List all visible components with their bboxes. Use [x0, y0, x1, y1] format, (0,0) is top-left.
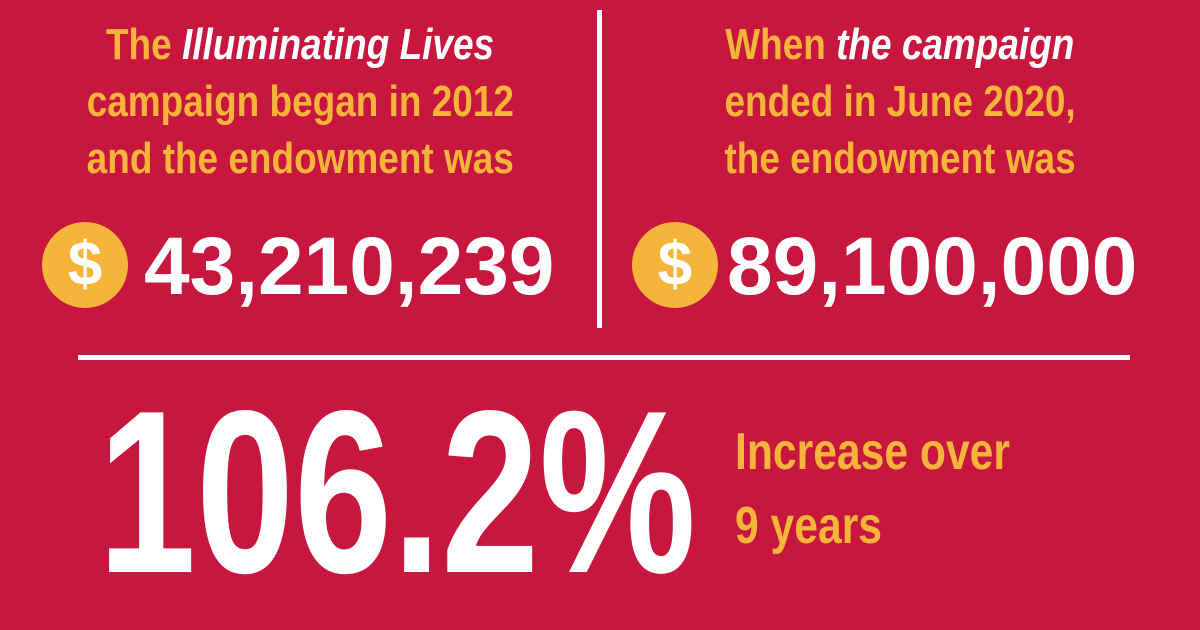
heading-text: The Illuminating Lives — [106, 16, 494, 74]
heading-text: and the endowment was — [86, 130, 513, 188]
text-run: the endowment was — [724, 134, 1076, 183]
percent-increase: 106.2% — [98, 363, 697, 622]
heading-line: the endowment was — [600, 130, 1200, 188]
heading-text: the endowment was — [724, 130, 1075, 188]
emphasis: the campaign — [836, 20, 1075, 69]
dollar-icon: $ — [42, 222, 128, 308]
text-run: ended in June 2020, — [724, 77, 1076, 126]
heading-line: ended in June 2020, — [600, 73, 1200, 131]
caption-line: 9 years — [735, 497, 883, 555]
caption-line: Increase over — [735, 423, 1010, 481]
dollar-icon: $ — [632, 222, 718, 308]
text-run: and the endowment was — [86, 134, 514, 183]
text-run: When — [725, 20, 837, 69]
heading-line: and the endowment was — [0, 130, 600, 188]
heading-line: The Illuminating Lives — [0, 16, 600, 74]
horizontal-divider — [78, 355, 1130, 360]
heading-text: ended in June 2020, — [724, 73, 1075, 131]
emphasis: Illuminating Lives — [181, 20, 495, 69]
text-run: The — [105, 20, 182, 69]
heading-line: When the campaign — [600, 16, 1200, 74]
heading-line: campaign began in 2012 — [0, 73, 600, 131]
heading-text: campaign began in 2012 — [86, 73, 513, 131]
end-amount: 89,100,000 — [727, 221, 1138, 312]
start-amount: 43,210,239 — [144, 221, 555, 312]
vertical-divider — [597, 10, 602, 328]
heading-text: When the campaign — [725, 16, 1074, 74]
text-run: campaign began in 2012 — [86, 77, 514, 126]
